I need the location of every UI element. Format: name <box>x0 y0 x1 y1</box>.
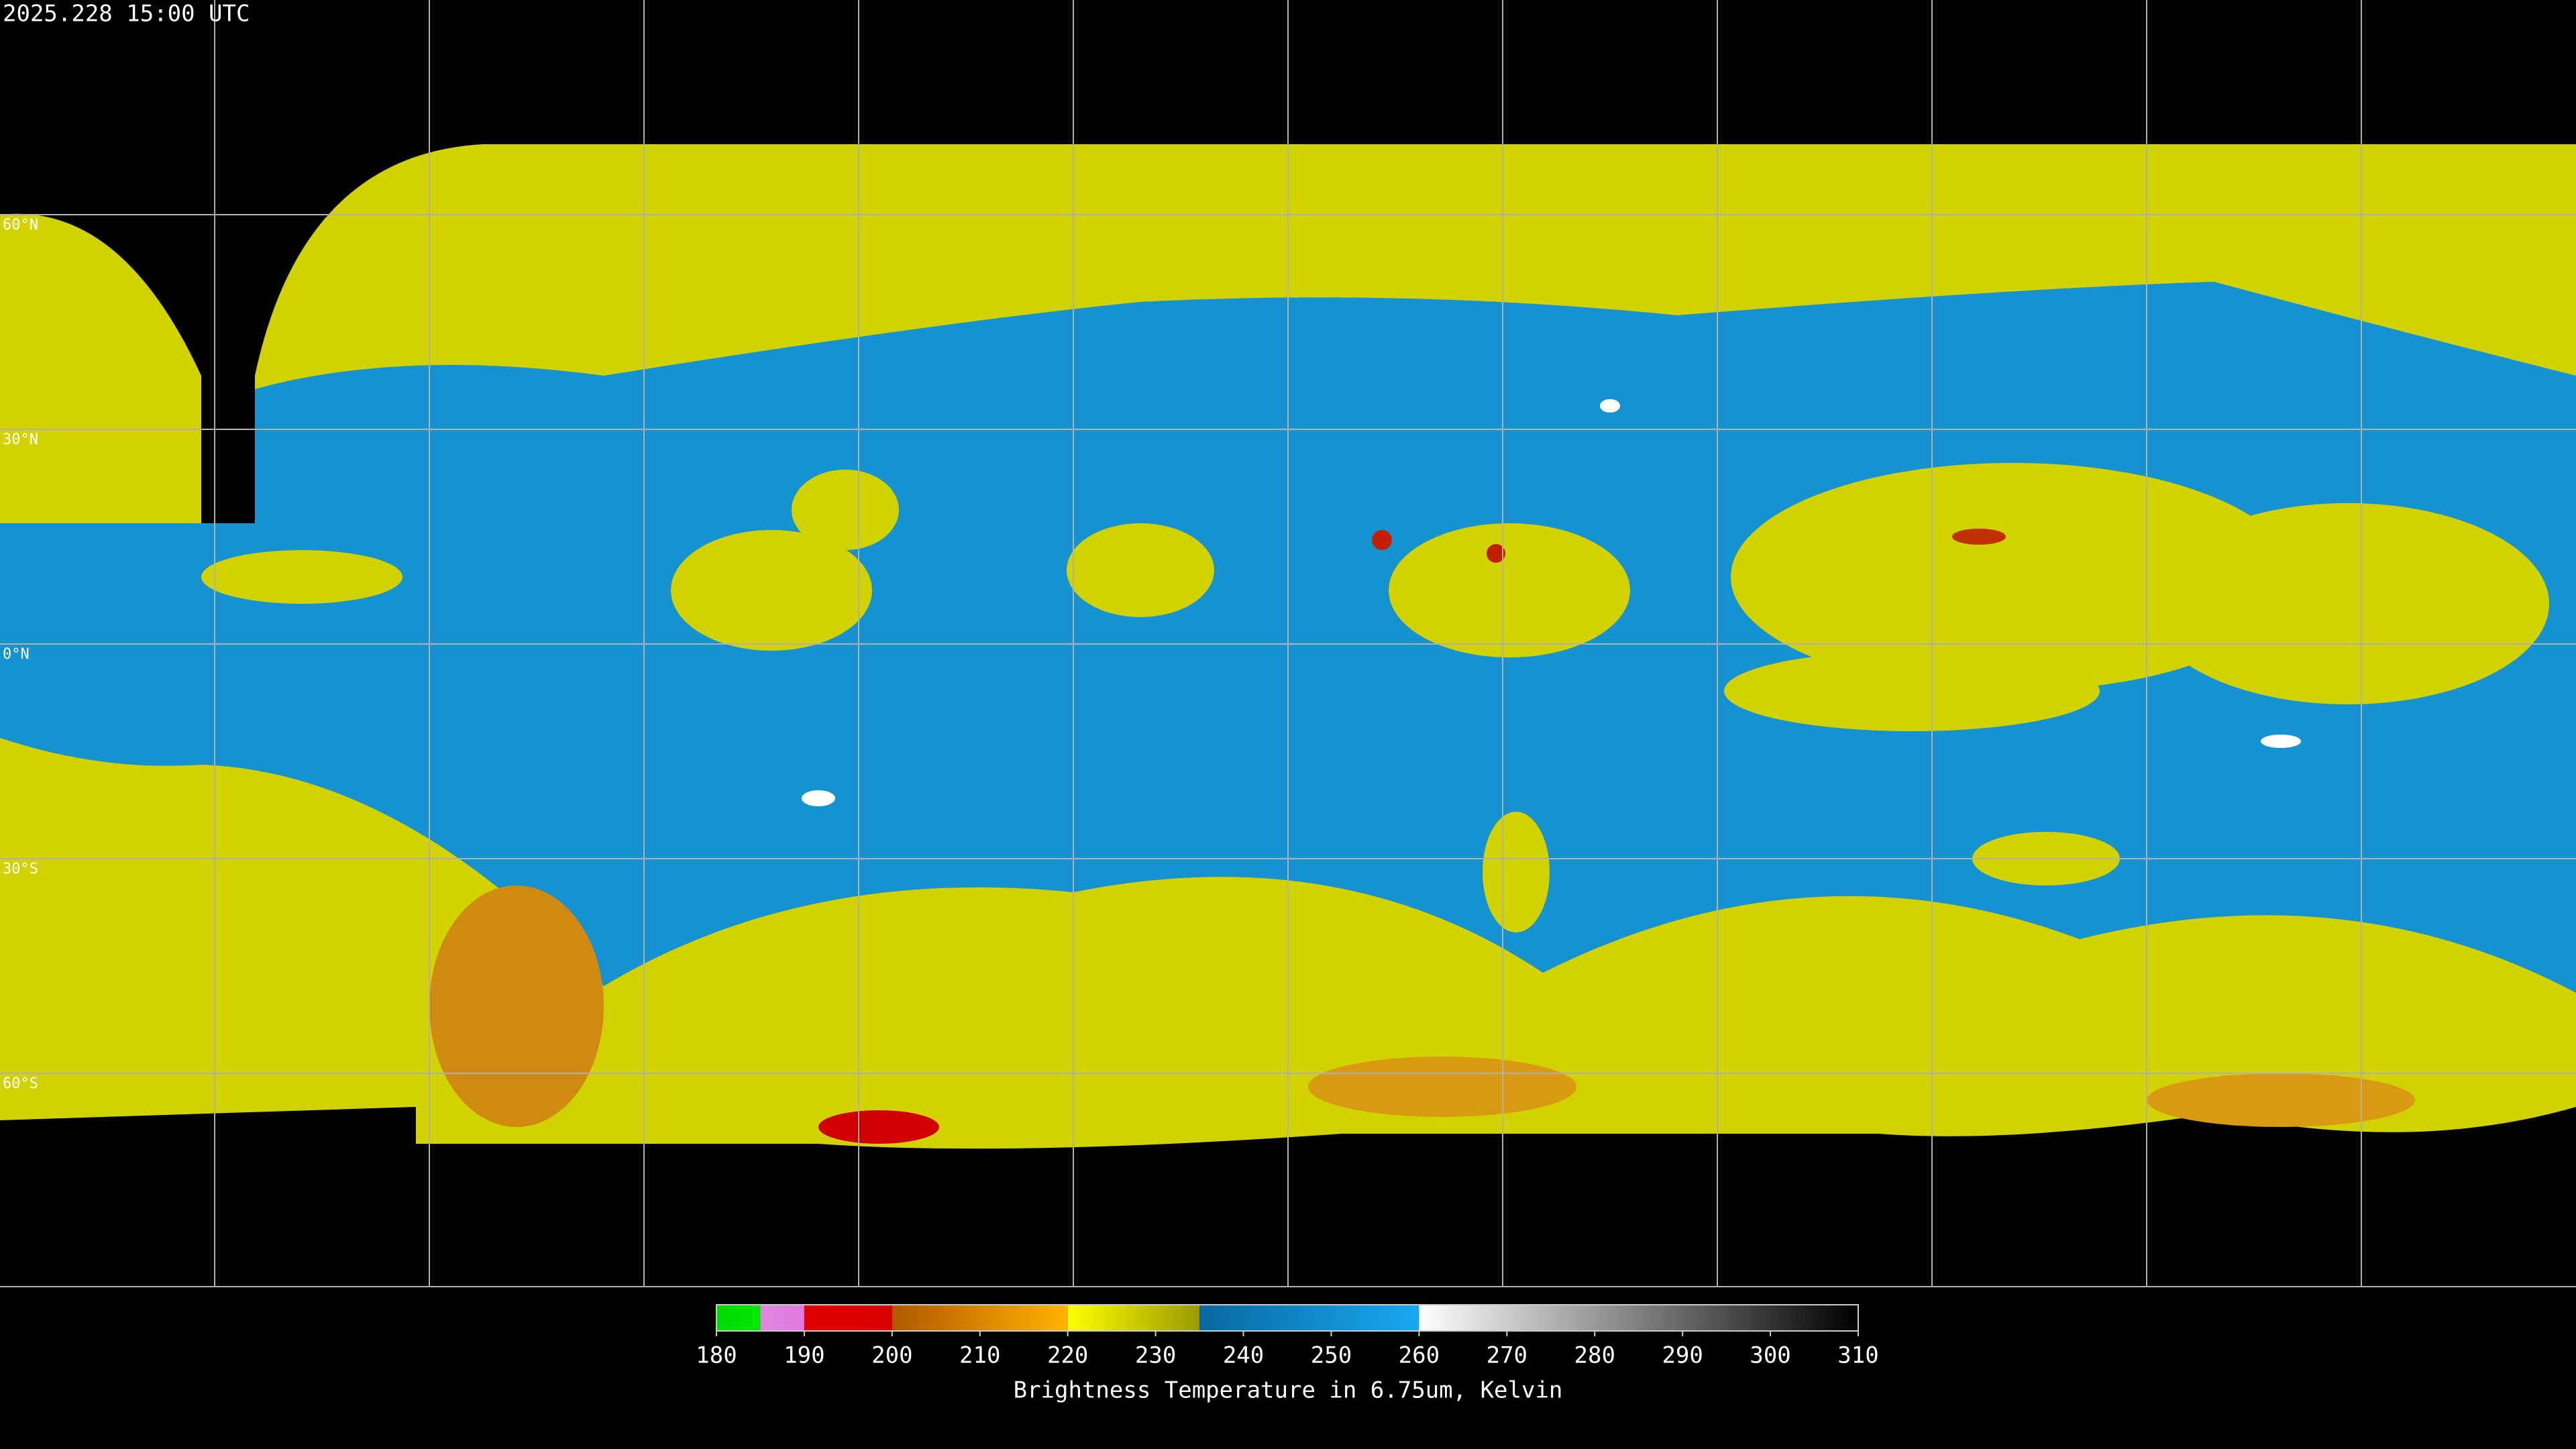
colorbar-segment <box>1067 1305 1200 1331</box>
colorbar-tick-label: 280 <box>1574 1342 1615 1369</box>
colorbar-tick-label: 300 <box>1750 1342 1790 1369</box>
colorbar-segment <box>804 1305 892 1331</box>
lat-label: 0°N <box>3 646 30 663</box>
colorbar-tick-label: 240 <box>1223 1342 1264 1369</box>
colorbar-tick-label: 260 <box>1399 1342 1440 1369</box>
colorbar-segment <box>716 1305 761 1331</box>
colorbar-tick-label: 270 <box>1487 1342 1527 1369</box>
colorbar-frame <box>716 1304 1859 1332</box>
colorbar-segment <box>892 1305 1068 1331</box>
colorbar-tick-label: 310 <box>1837 1342 1878 1369</box>
lat-label: 60°N <box>3 217 38 233</box>
lat-labels: 60°N 30°N 0°N 30°S 60°S <box>3 217 38 1092</box>
colorbar-tick-label: 230 <box>1135 1342 1176 1369</box>
graticule <box>0 0 2576 1287</box>
colorbar-tick-label: 190 <box>784 1342 824 1369</box>
colorbar-tick-label: 180 <box>696 1342 737 1369</box>
lat-label: 60°S <box>3 1075 38 1092</box>
lat-label: 30°S <box>3 861 38 877</box>
timestamp: 2025.228 15:00 UTC <box>3 1 250 28</box>
convection <box>201 463 2549 932</box>
colorbar-tick-label: 290 <box>1662 1342 1703 1369</box>
colorbar-tick-label: 250 <box>1311 1342 1352 1369</box>
colorbar-tick-label: 200 <box>871 1342 912 1369</box>
cold-tops <box>429 399 2415 1144</box>
colorbar-segment <box>760 1305 804 1331</box>
colorbar-segment <box>1199 1305 1419 1331</box>
lat-label: 30°N <box>3 431 38 448</box>
colorbar-segment <box>1419 1305 1858 1331</box>
colorbar-tick-label: 220 <box>1047 1342 1088 1369</box>
colorbar-label: Brightness Temperature in 6.75um, Kelvin <box>1014 1377 1563 1404</box>
colorbar-tick-label: 210 <box>959 1342 1000 1369</box>
